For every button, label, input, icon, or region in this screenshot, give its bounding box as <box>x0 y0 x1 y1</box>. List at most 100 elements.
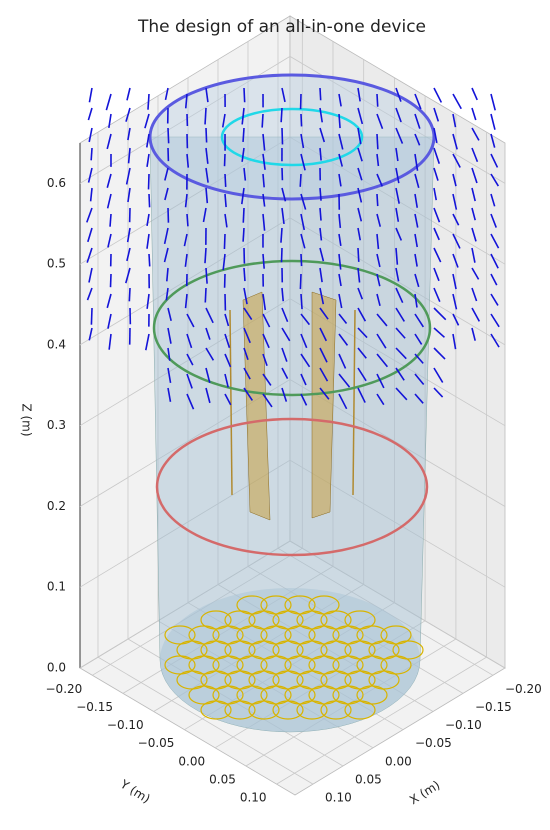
flow-arrow <box>395 347 407 360</box>
flow-arrow <box>86 207 93 223</box>
coil <box>224 700 256 720</box>
flow-arrow <box>395 107 402 123</box>
flow-arrow <box>395 267 400 282</box>
flow-arrow <box>223 233 226 250</box>
flow-arrow <box>86 287 93 301</box>
flow-arrow <box>205 187 209 204</box>
flow-arrow <box>376 133 379 150</box>
flow-arrow <box>300 353 311 368</box>
flow-arrow <box>281 307 289 323</box>
flow-arrow <box>281 367 289 380</box>
flow-arrow <box>433 267 440 282</box>
flow-arrow <box>376 233 380 250</box>
chart-title: The design of an all-in-one device <box>137 17 426 37</box>
flow-arrow <box>319 367 329 382</box>
flow-arrow <box>471 327 476 341</box>
flow-arrow <box>357 167 363 181</box>
ring-cyan <box>220 107 364 167</box>
plate-edge <box>229 309 233 496</box>
flow-arrow <box>205 87 209 103</box>
flow-arrow <box>204 247 207 264</box>
flow-arrow <box>319 87 322 101</box>
flow-arrow <box>376 353 389 368</box>
plate <box>311 291 337 519</box>
flow-arrow <box>184 193 188 208</box>
flow-arrow <box>433 167 439 181</box>
flow-arrow <box>414 153 419 171</box>
flow-arrow <box>224 213 228 228</box>
plate <box>242 291 271 521</box>
flow-arrow <box>319 267 323 283</box>
flow-arrow <box>167 327 172 344</box>
flow-arrow <box>471 287 478 302</box>
flow-arrow <box>167 347 171 361</box>
flow-arrow <box>490 253 499 269</box>
flow-arrow <box>243 287 248 305</box>
flow-arrow <box>319 287 325 305</box>
flow-arrow <box>414 93 422 110</box>
flow-arrow <box>433 287 441 303</box>
flow-arrow <box>88 267 93 283</box>
flow-arrow <box>319 207 322 221</box>
flow-arrow <box>243 387 253 401</box>
flow-arrow <box>205 267 208 284</box>
flow-arrow <box>167 367 172 384</box>
flow-arrow <box>357 107 364 125</box>
flow-arrow <box>147 93 150 110</box>
flow-arrow <box>281 387 288 402</box>
flow-arrow <box>106 193 112 209</box>
flow-arrow <box>163 247 169 263</box>
flow-arrow <box>262 373 272 386</box>
flow-arrow <box>106 133 112 150</box>
flow-arrow <box>300 213 306 231</box>
flow-arrow <box>243 87 246 103</box>
flow-arrow <box>414 373 425 386</box>
flow-arrow <box>338 273 342 287</box>
flow-arrow <box>414 193 419 208</box>
flow-arrow <box>241 147 245 162</box>
flow-arrow <box>357 227 362 241</box>
flow-arrow <box>490 273 498 286</box>
flow-arrow <box>433 127 438 144</box>
flow-arrow <box>167 387 172 402</box>
flow-arrow <box>490 333 500 348</box>
flow-arrow <box>90 147 93 161</box>
flow-arrow <box>300 313 311 326</box>
z-grid-line <box>79 298 506 427</box>
z-tick-label: 0.3 <box>47 418 66 432</box>
flow-arrow <box>164 187 169 201</box>
flow-arrow <box>262 173 265 188</box>
flow-arrow <box>319 187 322 201</box>
flow-arrow <box>338 173 342 187</box>
flow-arrow <box>300 113 303 127</box>
flow-arrow <box>87 107 93 121</box>
flow-arrow <box>471 227 477 242</box>
flow-arrow <box>452 333 457 350</box>
flow-arrow <box>357 87 361 102</box>
z-grid-line <box>79 379 506 507</box>
flow-arrow <box>204 107 207 125</box>
flow-arrow <box>144 113 150 129</box>
flow-arrow <box>357 247 360 262</box>
flow-arrow <box>376 333 387 349</box>
flow-arrow <box>471 247 476 263</box>
flow-arrow <box>490 93 496 111</box>
flow-arrow <box>146 233 150 249</box>
flow-arrow <box>376 373 385 389</box>
flow-arrow <box>262 193 266 207</box>
flow-arrow <box>148 253 151 267</box>
flow-arrow <box>338 353 347 369</box>
flow-arrow <box>281 187 287 202</box>
flow-arrow <box>221 113 226 128</box>
flow-arrow <box>376 393 385 406</box>
flow-arrow <box>338 253 342 270</box>
flow-arrow <box>452 273 457 290</box>
z-tick-label: 0.1 <box>47 580 66 594</box>
z-tick-label: 0.2 <box>47 499 66 513</box>
flow-arrow <box>395 227 403 241</box>
flow-arrow <box>376 313 388 327</box>
flow-arrow <box>243 267 246 282</box>
ring-green <box>152 259 432 397</box>
flow-arrow <box>205 367 211 384</box>
flow-arrow <box>89 187 93 202</box>
